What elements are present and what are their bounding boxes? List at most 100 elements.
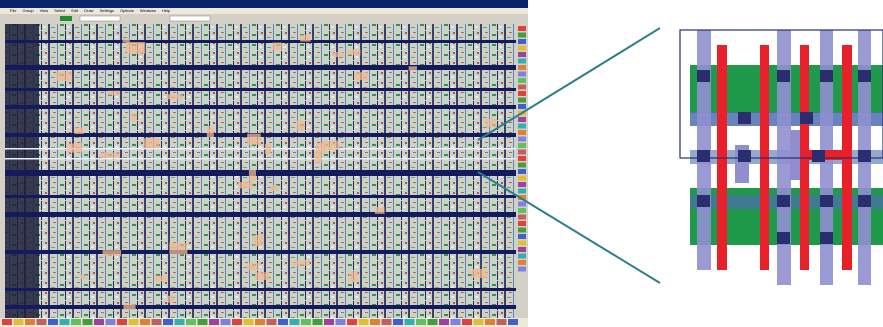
contact <box>800 112 813 124</box>
cell-patch <box>207 126 214 137</box>
cell-patch <box>123 38 130 42</box>
contact <box>697 70 710 82</box>
layer-tab <box>94 319 104 325</box>
layer-tab <box>405 319 415 325</box>
menu-item[interactable]: Edit <box>71 8 79 13</box>
palette-swatch <box>518 215 526 220</box>
layer-tab <box>140 319 150 325</box>
cell-patch <box>131 113 137 122</box>
contact <box>738 150 751 162</box>
palette-swatch <box>518 26 526 31</box>
palette-swatch <box>518 117 526 122</box>
cell-patch <box>108 91 120 96</box>
menu-item[interactable]: Options <box>120 8 134 13</box>
cell-patch <box>168 296 174 303</box>
cell-patch <box>123 304 135 310</box>
contact <box>812 150 825 162</box>
layer-tab <box>313 319 323 325</box>
menu-bar <box>0 8 528 14</box>
layer-tab <box>106 319 116 325</box>
highlight-band <box>5 158 516 160</box>
layer-tab <box>14 319 24 325</box>
menu-item[interactable]: View <box>40 8 49 13</box>
cell-patch <box>347 49 360 55</box>
cell-patch <box>409 66 417 70</box>
palette-swatch <box>518 247 526 252</box>
layer-tab <box>428 319 438 325</box>
palette-swatch <box>518 208 526 213</box>
contact <box>858 70 871 82</box>
layer-tab <box>163 319 173 325</box>
menu-item[interactable]: File <box>10 8 17 13</box>
cell-patch <box>56 71 72 81</box>
menu-item[interactable]: Draw <box>84 8 93 13</box>
contact <box>820 195 833 207</box>
palette-swatch <box>518 254 526 259</box>
cell-patch <box>247 134 261 145</box>
palette-swatch <box>518 104 526 109</box>
menu-item[interactable]: Group <box>22 8 34 13</box>
layer-tab <box>416 319 426 325</box>
cell-patch <box>155 276 168 282</box>
contact <box>858 195 871 207</box>
metal-band <box>5 40 516 43</box>
palette-swatch <box>518 78 526 83</box>
menu-item[interactable]: Settings <box>100 8 114 13</box>
metal-band <box>5 65 516 70</box>
palette-swatch <box>518 169 526 174</box>
contact <box>777 232 790 244</box>
metal-band <box>5 195 516 198</box>
layer-tab <box>439 319 449 325</box>
toolbar-field <box>80 16 120 21</box>
layer-tab <box>462 319 472 325</box>
palette-swatch <box>518 85 526 90</box>
palette-swatch <box>518 137 526 142</box>
layer-tab <box>244 319 254 325</box>
cell-patch <box>271 185 279 191</box>
cell-patch <box>349 271 358 282</box>
metal-band <box>5 88 516 91</box>
palette-swatch <box>518 52 526 57</box>
palette-swatch <box>518 260 526 265</box>
menu-item[interactable]: Help <box>162 8 171 13</box>
cell-patch <box>80 275 87 280</box>
layer-tab <box>117 319 127 325</box>
cell-patch <box>67 143 83 152</box>
palette-swatch <box>518 241 526 246</box>
layer-tab <box>336 319 346 325</box>
layer-tab <box>347 319 357 325</box>
layer-tab <box>324 319 334 325</box>
contact <box>697 150 710 162</box>
palette-swatch <box>518 156 526 161</box>
toolbar-field <box>60 16 72 21</box>
palette-swatch <box>518 202 526 207</box>
layer-tab <box>60 319 70 325</box>
layer-tab <box>301 319 311 325</box>
layer-tab <box>209 319 219 325</box>
title-bar <box>0 0 528 8</box>
cell-patch <box>297 121 305 131</box>
metal-band <box>5 170 516 176</box>
cell-patch <box>471 269 487 278</box>
cell-patch <box>375 207 385 214</box>
cell-patch <box>103 250 122 256</box>
menu-item[interactable]: Select <box>54 8 66 13</box>
layer-tab <box>152 319 162 325</box>
layer-tab <box>278 319 288 325</box>
layer-tab <box>497 319 507 325</box>
layer-tab <box>175 319 185 325</box>
cell-patch <box>169 243 187 255</box>
zoomed-cell <box>680 30 883 285</box>
metal-band <box>5 250 516 254</box>
cell-patch <box>166 94 182 99</box>
cell-patch <box>484 119 496 127</box>
palette-swatch <box>518 124 526 129</box>
cell-patch <box>322 140 339 149</box>
menu-item[interactable]: Windows <box>140 8 156 13</box>
cell-patch <box>292 261 310 266</box>
palette-swatch <box>518 59 526 64</box>
layer-tab <box>255 319 265 325</box>
layer-tab <box>359 319 369 325</box>
palette-swatch <box>518 39 526 44</box>
cell-patch <box>354 72 368 80</box>
